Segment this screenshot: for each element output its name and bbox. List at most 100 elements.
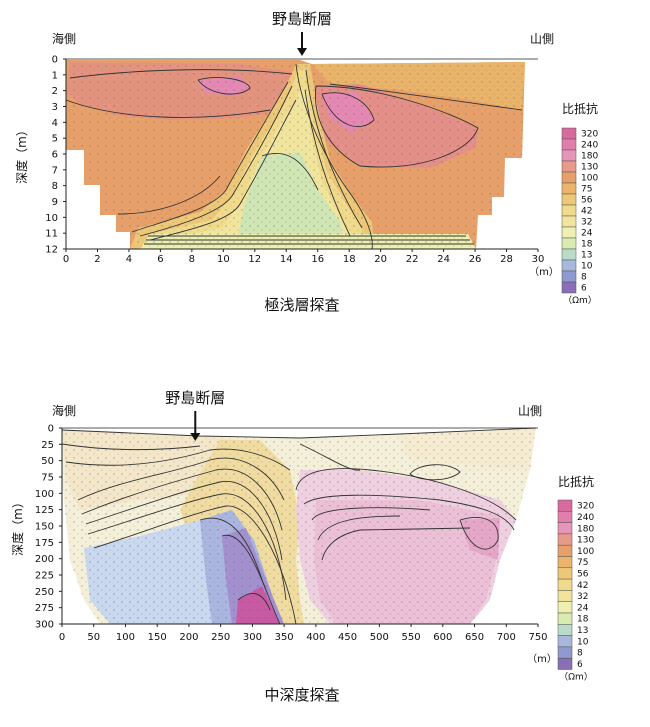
legend-swatch (557, 590, 573, 602)
y-tick-label: 275 (35, 603, 54, 614)
legend-swatch (561, 171, 577, 184)
y-tick-label: 5 (52, 134, 58, 145)
legend-level-label: 320 (577, 502, 594, 512)
legend-level-label: 10 (577, 637, 589, 647)
x-tick-label: 10 (217, 254, 230, 265)
y-tick-label: 25 (41, 440, 54, 451)
legend-swatch (561, 149, 577, 162)
x-tick-label: 16 (311, 254, 324, 265)
x-tick-label: 0 (59, 632, 65, 643)
y-tick-label: 9 (52, 197, 58, 208)
legend-level-label: 6 (581, 284, 587, 294)
y-tick-label: 250 (35, 587, 54, 598)
legend-level-label: 32 (577, 592, 588, 602)
legend-level-label: 6 (577, 660, 583, 670)
legend-level-label: 56 (577, 569, 589, 579)
x-tick-label: 750 (528, 632, 547, 643)
legend-level-label: 18 (577, 615, 589, 625)
y-tick-label: 300 (35, 620, 54, 631)
x-tick-label: 0 (63, 254, 69, 265)
x-tick-label: 200 (179, 632, 198, 643)
legend-level-label: 13 (577, 626, 588, 636)
y-axis-label: 深度（m） (14, 124, 29, 184)
y-tick-label: 3 (52, 102, 58, 113)
legend-swatch (557, 624, 573, 636)
section1-axes: 0 2 4 6 8 10 12 14 16 18 20 22 24 26 28 300123456789101… (14, 10, 598, 314)
x-unit-label: （m） (527, 653, 557, 665)
y-tick-label: 50 (41, 456, 54, 467)
x-tick-label: 700 (497, 632, 516, 643)
x-tick-label: 14 (280, 254, 293, 265)
x-tick-label: 20 (374, 254, 387, 265)
x-tick-label: 18 (343, 254, 356, 265)
legend-swatch (561, 215, 577, 228)
legend-swatch (561, 259, 577, 272)
x-tick-label: 12 (248, 254, 261, 265)
fault-arrow-head (297, 48, 307, 56)
y-tick-label: 11 (45, 229, 58, 240)
legend-swatch (557, 499, 573, 512)
legend-swatch (557, 635, 573, 648)
legend-swatch (557, 567, 573, 580)
legend-level-label: 13 (581, 251, 592, 261)
legend-swatch (561, 193, 577, 206)
legend-level-label: 240 (581, 141, 598, 151)
y-tick-label: 100 (35, 489, 54, 500)
legend-level-label: 320 (581, 130, 598, 140)
y-tick-label: 225 (35, 571, 54, 582)
legend-swatch (557, 556, 573, 569)
legend-swatch (557, 511, 573, 523)
x-tick-label: 650 (465, 632, 484, 643)
legend-swatch (557, 612, 573, 625)
legend-swatch (557, 544, 573, 557)
legend-swatch (561, 204, 577, 217)
y-tick-label: 6 (52, 150, 58, 161)
seaside-label: 海側 (52, 403, 76, 418)
legend-level-label: 18 (581, 240, 593, 250)
legend-level-label: 100 (577, 547, 594, 557)
y-tick-label: 8 (52, 181, 58, 192)
legend-level-label: 240 (577, 513, 594, 523)
y-tick-label: 175 (35, 538, 54, 549)
section1-contour-map (65, 60, 525, 250)
x-tick-label: 300 (243, 632, 262, 643)
x-tick-label: 50 (87, 632, 100, 643)
x-tick-label: 8 (189, 254, 195, 265)
y-tick-label: 0 (48, 424, 54, 435)
x-tick-label: 22 (406, 254, 419, 265)
x-tick-label: 550 (402, 632, 421, 643)
legend-level-label: 24 (581, 229, 593, 239)
chart-title: 中深度探査 (264, 686, 339, 704)
legend-level-label: 56 (581, 196, 593, 206)
legend-swatch (557, 522, 573, 535)
legend-level-label: 75 (581, 185, 592, 195)
fault-arrow-head (190, 433, 201, 441)
section2-contour-lines (61, 427, 537, 625)
x-tick-label: 600 (433, 632, 452, 643)
legend-swatch (561, 281, 577, 294)
legend-swatch (557, 646, 573, 659)
legend-swatch (561, 226, 577, 239)
mountainside-label: 山側 (518, 404, 542, 418)
x-tick-label: 450 (338, 632, 357, 643)
y-tick-label: 150 (35, 522, 54, 533)
legend-swatch (561, 160, 577, 173)
legend-level-label: 100 (581, 174, 598, 184)
y-tick-label: 2 (52, 86, 58, 97)
y-axis-label: 深度（m） (10, 496, 25, 556)
y-tick-label: 1 (52, 70, 58, 81)
y-tick-label: 125 (35, 505, 54, 516)
legend-swatch (561, 127, 577, 140)
legend-swatch (561, 270, 577, 283)
legend-level-label: 24 (577, 603, 589, 613)
legend-level-label: 10 (581, 262, 593, 272)
section1-contour-lines (65, 63, 523, 250)
x-tick-label: 100 (116, 632, 135, 643)
legend-level-label: 8 (577, 649, 583, 659)
legend-swatch (557, 578, 573, 591)
legend-level-label: 32 (581, 218, 592, 228)
chart-title: 極浅層探査 (264, 296, 339, 314)
y-tick-label: 200 (35, 554, 54, 565)
legend-swatch (561, 182, 577, 195)
